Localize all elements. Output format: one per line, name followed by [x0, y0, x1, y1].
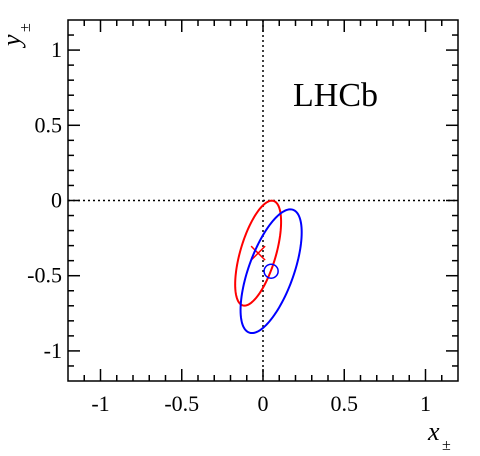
svg-text:±: ± [17, 23, 34, 32]
y-tick-label: 0.5 [35, 112, 63, 137]
svg-text:y: y [0, 34, 26, 49]
x-axis-label: x ± [427, 417, 451, 454]
svg-text:±: ± [442, 437, 451, 454]
axis-ticks [68, 20, 458, 381]
x-tick-label: -0.5 [164, 391, 199, 416]
confidence-contour-2 [239, 208, 303, 335]
svg-text:x: x [427, 417, 440, 446]
y-tick-label: -0.5 [27, 263, 62, 288]
series-layer [234, 199, 303, 335]
x-tick-label: 0 [258, 391, 269, 416]
tick-labels: -1 -0.5 0 0.5 1 -1 -0.5 0 0.5 1 [27, 37, 431, 416]
central-value-marker-1 [250, 245, 266, 261]
y-tick-label: 1 [51, 37, 62, 62]
y-tick-label: -1 [44, 338, 62, 363]
central-value-marker-2 [263, 263, 279, 279]
x-tick-label: 0.5 [331, 391, 359, 416]
confidence-contour-1 [234, 199, 283, 307]
y-axis-label: y ± [0, 23, 34, 49]
reference-lines [68, 20, 458, 381]
y-tick-label: 0 [51, 188, 62, 213]
x-tick-label: -1 [91, 391, 109, 416]
x-tick-label: 1 [420, 391, 431, 416]
lhcb-annotation: LHCb [293, 77, 378, 114]
